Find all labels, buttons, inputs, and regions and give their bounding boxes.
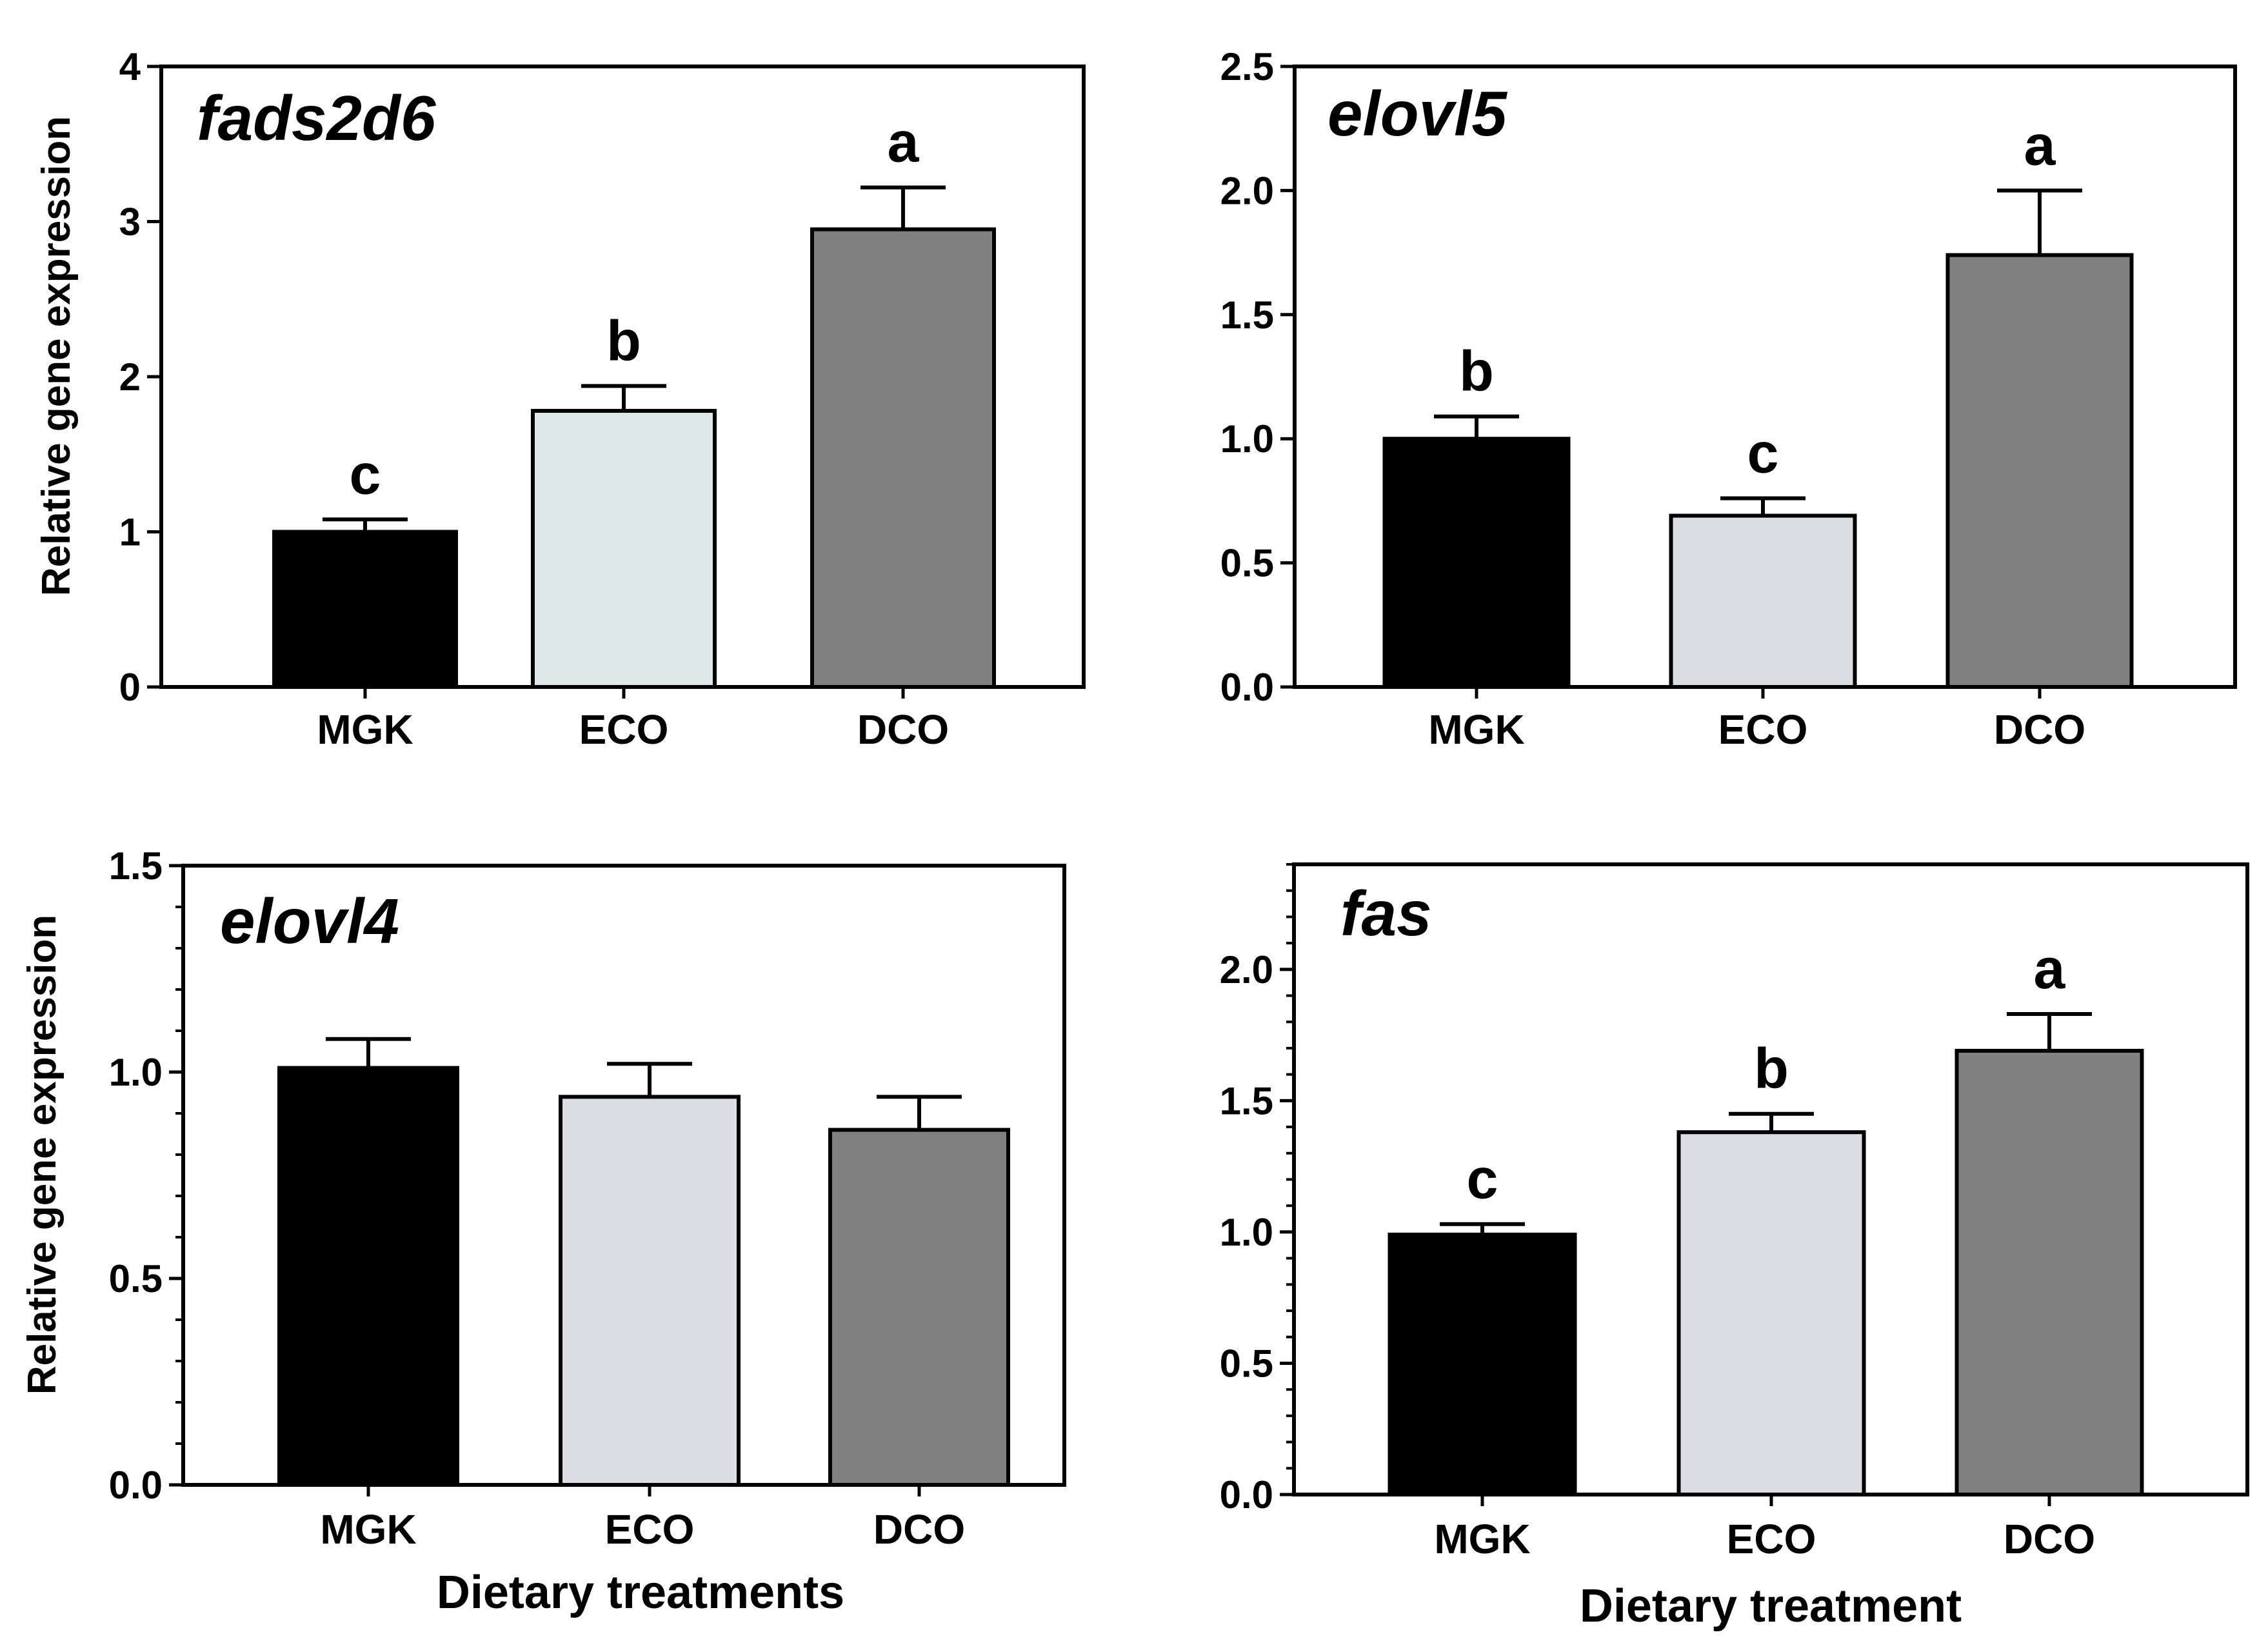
bar-eco (531, 408, 717, 689)
panel-title: fads2d6 (197, 83, 437, 154)
significance-letter: a (888, 110, 920, 174)
y-tick-label: 0.0 (1220, 1473, 1273, 1516)
x-tick-label: MGK (317, 706, 413, 753)
x-tick-label: ECO (1718, 706, 1808, 753)
y-tick-label: 3 (119, 201, 141, 244)
bar-dco (1945, 253, 2134, 689)
significance-letter: c (1747, 421, 1779, 485)
bar-mgk (277, 1066, 459, 1487)
y-tick-label: 0 (119, 666, 141, 709)
bar-dco (828, 1128, 1010, 1487)
y-tick-label: 0.0 (1220, 666, 1274, 709)
x-tick-label: ECO (605, 1506, 695, 1553)
x-tick-label: ECO (579, 706, 669, 753)
bar-dco (810, 227, 996, 689)
panel-elovl5: 0.0 0.5 1.0 1.5 2.0 2.5 MGK b ECO c DCO a elovl5 (1220, 45, 2237, 753)
panel-fads2d6: 0 1 2 3 4 MGK c ECO b DCO a fads2d6 (119, 45, 1086, 753)
bar-eco (559, 1095, 741, 1487)
y-tick-label: 0.5 (1220, 1342, 1273, 1385)
significance-letter: a (2024, 113, 2056, 177)
panel-title: fas (1340, 878, 1432, 949)
y-tick-label: 4 (119, 45, 141, 88)
x-tick-label: DCO (873, 1506, 965, 1553)
y-tick-label: 1.0 (1220, 417, 1274, 461)
x-axis-title-left: Dietary treatments (437, 1567, 844, 1618)
y-axis-title-top: Relative gene expression (34, 116, 79, 596)
y-tick-label: 1.5 (109, 844, 163, 888)
x-tick-label: MGK (320, 1506, 416, 1553)
x-tick-label: DCO (2004, 1516, 2095, 1562)
significance-letter: b (1459, 339, 1494, 403)
x-tick-label: MGK (1428, 706, 1524, 753)
y-tick-label: 2.0 (1220, 169, 1274, 212)
significance-letter: b (1754, 1037, 1789, 1100)
x-tick-label: MGK (1434, 1516, 1530, 1562)
y-tick-label: 1.5 (1220, 293, 1274, 337)
y-tick-label: 1.5 (1220, 1079, 1273, 1122)
y-tick-label: 2.0 (1220, 948, 1273, 991)
significance-letter: a (2034, 937, 2066, 1000)
bar-eco (1669, 513, 1857, 689)
panel-title: elovl4 (220, 886, 399, 957)
x-axis-title-right: Dietary treatment (1580, 1580, 1962, 1632)
x-tick-label: DCO (857, 706, 949, 753)
y-tick-label: 1.0 (109, 1051, 163, 1094)
y-tick-label: 2.5 (1220, 45, 1274, 88)
x-tick-label: ECO (1727, 1516, 1816, 1562)
x-tick-label: DCO (1994, 706, 2085, 753)
bar-mgk (1382, 437, 1571, 689)
y-axis-title-bottom: Relative gene expression (20, 915, 65, 1395)
y-tick-label: 1.0 (1220, 1211, 1273, 1254)
panel-title: elovl5 (1328, 78, 1507, 149)
bar-eco (1676, 1130, 1866, 1496)
panel-fas: 0.0 0.5 1.0 1.5 2.0 MGK c ECO b DCO a fas (1220, 862, 2249, 1562)
panel-elovl4: 0.0 0.5 1.0 1.5 MGK ECO DCO elovl4 (109, 844, 1066, 1553)
y-tick-label: 0.0 (109, 1464, 163, 1507)
bar-dco (1955, 1049, 2144, 1496)
y-tick-label: 0.5 (109, 1257, 163, 1300)
y-tick-label: 1 (119, 511, 141, 554)
significance-letter: c (1467, 1147, 1498, 1211)
y-tick-label: 0.5 (1220, 542, 1274, 585)
significance-letter: b (606, 308, 641, 372)
significance-letter: c (350, 442, 381, 506)
bar-mgk (272, 530, 458, 689)
y-tick-label: 2 (119, 355, 141, 399)
bar-mgk (1388, 1232, 1577, 1497)
